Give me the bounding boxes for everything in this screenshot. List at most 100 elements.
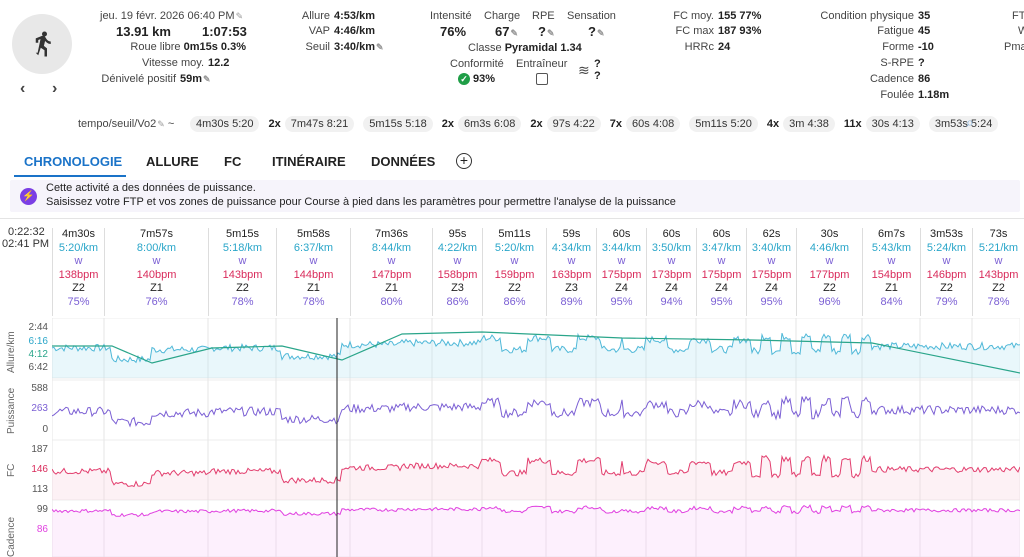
interval-chip[interactable]: 4x 3m 4:38 xyxy=(767,116,838,132)
interval-chip[interactable]: 3m53s 5:24 xyxy=(928,116,1001,132)
hr-series-area xyxy=(52,455,1020,500)
tab-donnees[interactable]: DONNÉES xyxy=(371,154,436,169)
lap-h: 175bpm xyxy=(751,268,792,281)
interval-chip[interactable]: 5m11s 5:20 xyxy=(689,116,761,132)
tab-itineraire[interactable]: ITINÉRAIRE xyxy=(272,154,346,169)
pace-series-area xyxy=(52,333,1020,378)
lap-column[interactable]: 7m57s 8:00/km w 140bpm Z1 76% xyxy=(104,228,208,316)
lap-t: 95s xyxy=(448,228,467,240)
interval-chip[interactable]: 7x 60s 4:08 xyxy=(610,116,683,132)
charge-label: Charge xyxy=(484,10,521,22)
lap-p: 3:47/km xyxy=(701,241,742,254)
lap-column[interactable]: 30s 4:46/km w 177bpm Z2 96% xyxy=(796,228,862,316)
allure-tick: 4:12 xyxy=(28,349,48,360)
tab-allure[interactable]: ALLURE xyxy=(146,154,199,169)
lap-column[interactable]: 5m15s 5:18/km w 143bpm Z2 78% xyxy=(208,228,276,316)
lap-t: 60s xyxy=(712,228,731,240)
lap-h: 159bpm xyxy=(494,268,535,281)
search-icon[interactable]: ⌕ xyxy=(966,114,974,130)
lap-column[interactable]: 7m36s 8:44/km w 147bpm Z1 80% xyxy=(350,228,432,316)
puissance-tick: 0 xyxy=(42,424,48,435)
banner-line2[interactable]: Saisissez votre FTP et vos zones de puis… xyxy=(46,196,676,208)
lap-column[interactable]: 5m11s 5:20/km w 159bpm Z2 86% xyxy=(482,228,546,316)
lap-e: 86% xyxy=(446,295,469,308)
puissance-tick: 263 xyxy=(31,403,48,414)
chip-label: 5m15s 5:18 xyxy=(363,116,433,132)
lap-column[interactable]: 60s 3:47/km w 175bpm Z4 95% xyxy=(696,228,746,316)
lap-column[interactable]: 95s 4:22/km w 158bpm Z3 86% xyxy=(432,228,482,316)
timeline-charts[interactable] xyxy=(52,318,1020,557)
vap-label: VAP xyxy=(308,25,330,37)
lap-w: w xyxy=(387,255,396,267)
lap-w: w xyxy=(994,255,1003,267)
fcmax-value: 187 93% xyxy=(718,25,762,37)
weather-q2: ? xyxy=(594,70,601,82)
lap-h: 175bpm xyxy=(601,268,642,281)
edit-icon[interactable]: ✎ xyxy=(235,11,244,21)
denivele-value[interactable]: 59m✎ xyxy=(180,73,211,85)
interval-chip[interactable]: 2x 6m3s 6:08 xyxy=(442,116,525,132)
lap-t: 6m7s xyxy=(878,228,905,240)
roue-libre: Roue libre 0m15s 0.3% xyxy=(130,41,246,53)
fcmax-label: FC max xyxy=(675,25,715,37)
lap-p: 8:44/km xyxy=(371,241,412,254)
distance-value: 13.91 km xyxy=(116,24,171,39)
chip-label: 97s 4:22 xyxy=(546,116,601,132)
banner-line1: Cette activité a des données de puissanc… xyxy=(46,182,256,194)
lap-z: Z2 xyxy=(72,282,85,294)
charge-value[interactable]: 67✎ xyxy=(495,24,519,39)
chip-label: 5m11s 5:20 xyxy=(689,116,758,132)
rpe-value[interactable]: ?✎ xyxy=(538,24,555,39)
hrrc-value: 24 xyxy=(718,41,731,53)
lap-t: 62s xyxy=(762,228,781,240)
lap-e: 76% xyxy=(145,295,168,308)
lap-column[interactable]: 5m58s 6:37/km w 144bpm Z1 78% xyxy=(276,228,350,316)
lap-t: 7m36s xyxy=(374,228,409,240)
lap-t: 5m11s xyxy=(498,228,531,240)
lap-column[interactable]: 62s 3:40/km w 175bpm Z4 95% xyxy=(746,228,796,316)
lap-z: Z2 xyxy=(940,282,953,294)
fc-tick: 187 xyxy=(31,444,48,455)
sensation-value[interactable]: ?✎ xyxy=(588,24,605,39)
lap-column[interactable]: 60s 3:50/km w 173bpm Z4 94% xyxy=(646,228,696,316)
cadence-series-area xyxy=(52,505,1020,557)
interval-chip[interactable]: 5m15s 5:18 xyxy=(363,116,435,132)
lap-t: 7m57s xyxy=(139,228,174,240)
lap-column[interactable]: 6m7s 5:43/km w 154bpm Z1 84% xyxy=(862,228,920,316)
chip-label: 6m3s 6:08 xyxy=(457,116,522,132)
activity-datetime[interactable]: jeu. 19 févr. 2026 06:40 PM✎ xyxy=(100,10,244,22)
activity-avatar[interactable] xyxy=(12,14,72,74)
vitesse-value: 12.2 xyxy=(208,57,230,69)
tab-chronologie[interactable]: CHRONOLOGIE xyxy=(24,154,123,169)
lap-w: w xyxy=(767,255,776,267)
lap-t: 3m53s xyxy=(929,228,964,240)
add-tab-icon[interactable]: + xyxy=(456,153,472,169)
next-activity-icon[interactable]: › xyxy=(52,80,58,97)
tab-fc[interactable]: FC xyxy=(224,154,242,169)
lap-column[interactable]: 4m30s 5:20/km w 138bpm Z2 75% xyxy=(52,228,104,316)
interval-chip[interactable]: 2x 97s 4:22 xyxy=(530,116,603,132)
lap-column[interactable]: 60s 3:44/km w 175bpm Z4 95% xyxy=(596,228,646,316)
lap-e: 78% xyxy=(231,295,254,308)
lap-p: 3:44/km xyxy=(601,241,642,254)
workout-name[interactable]: tempo/seuil/Vo2✎ ~ xyxy=(78,118,175,130)
lap-column[interactable]: 73s 5:21/km w 143bpm Z2 78% xyxy=(972,228,1024,316)
entraineur-checkbox[interactable] xyxy=(536,73,548,85)
chart-panel xyxy=(52,379,1020,441)
interval-chip[interactable]: 4m30s 5:20 xyxy=(190,116,262,132)
srpe-value: ? xyxy=(918,57,925,69)
interval-chip[interactable]: 11x 30s 4:13 xyxy=(844,116,923,132)
interval-chip[interactable]: 2x 7m47s 8:21 xyxy=(268,116,357,132)
seuil-value[interactable]: 3:40/km✎ xyxy=(334,41,384,53)
hrrc-label: HRRc xyxy=(684,41,714,53)
prev-activity-icon[interactable]: ‹ xyxy=(20,80,26,97)
lap-column[interactable]: 3m53s 5:24/km w 146bpm Z2 79% xyxy=(920,228,972,316)
duration-value: 1:07:53 xyxy=(202,24,247,39)
lap-w: w xyxy=(942,255,951,267)
allure-tick: 2:44 xyxy=(28,322,48,333)
lap-e: 78% xyxy=(987,295,1010,308)
entraineur-label: Entraîneur xyxy=(516,58,568,70)
lap-t: 59s xyxy=(562,228,581,240)
lap-w: w xyxy=(567,255,576,267)
lap-column[interactable]: 59s 4:34/km w 163bpm Z3 89% xyxy=(546,228,596,316)
